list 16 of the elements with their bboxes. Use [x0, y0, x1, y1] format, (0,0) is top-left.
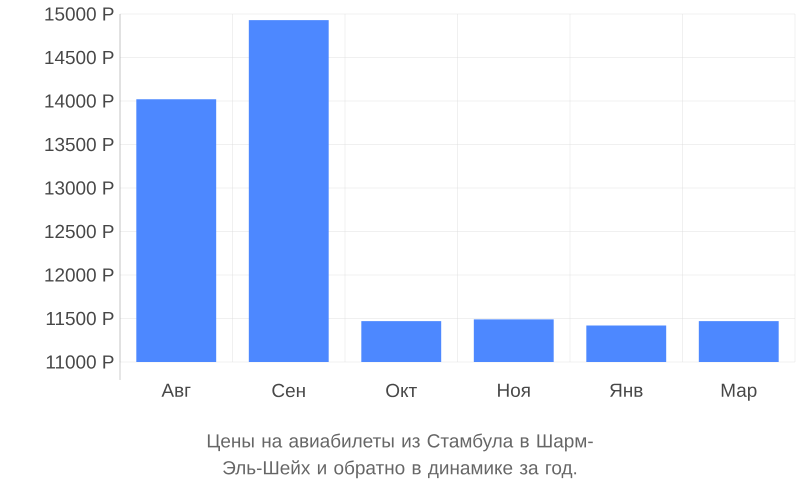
x-tick-label: Сен [272, 384, 305, 398]
y-tick-label: 14500 Р [45, 50, 114, 64]
y-tick-label: 11000 Р [46, 355, 114, 369]
y-tick-label: 12500 Р [45, 224, 114, 238]
x-tick-label: Авг [161, 384, 190, 397]
x-tick-label: Янв [610, 384, 643, 397]
y-tick-label: 15000 Р [45, 7, 114, 21]
y-tick-label: 13000 Р [45, 181, 114, 195]
y-tick-label: 11500 Р [46, 312, 114, 326]
y-tick-label: 12000 Р [45, 268, 114, 282]
x-tick-label: Мар [722, 384, 756, 401]
x-tick-label: Окт [386, 384, 417, 398]
text: Цены на авиабилеты из Стамбула в Шарм-Эль-Шейх и обратно в динамике за год. [208, 434, 593, 478]
y-tick-label: 13500 Р [45, 138, 114, 152]
y-tick-label: 14000 Р [45, 94, 114, 108]
x-tick-label: Ноя [498, 384, 530, 397]
